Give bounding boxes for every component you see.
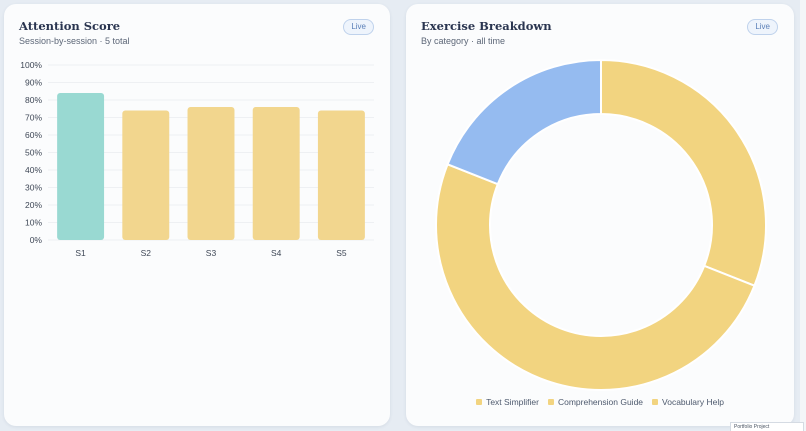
legend-swatch	[476, 399, 483, 405]
y-tick-label: 0%	[30, 235, 43, 245]
donut-legend: Text Simplifier Comprehension Guide Vocabu…	[406, 397, 794, 407]
live-badge: Live	[343, 19, 374, 35]
slice-vocabulary-help[interactable]	[446, 58, 602, 186]
attention-score-card: Attention Score Session-by-session · 5 t…	[4, 4, 390, 426]
legend-swatch	[547, 399, 554, 405]
x-tick-label: S2	[141, 248, 152, 258]
bar-s2[interactable]	[122, 110, 170, 241]
exercise-donut-chart	[435, 58, 767, 391]
legend-item[interactable]: Comprehension Guide	[547, 397, 644, 407]
y-tick-label: 90%	[25, 78, 42, 88]
exercise-breakdown-card: Exercise Breakdown By category · all tim…	[406, 4, 794, 426]
bar-s5[interactable]	[317, 110, 365, 241]
y-tick-label: 60%	[25, 130, 42, 140]
legend-label: Text Simplifier	[486, 397, 539, 407]
bar-s3[interactable]	[187, 107, 235, 240]
y-tick-label: 50%	[25, 148, 42, 158]
legend-item[interactable]: Text Simplifier	[476, 397, 539, 407]
card-subtitle: By category · all time	[421, 36, 506, 46]
x-tick-label: S1	[75, 248, 86, 258]
bar-s1[interactable]	[57, 93, 105, 240]
y-tick-label: 100%	[20, 60, 42, 70]
x-tick-label: S4	[271, 248, 282, 258]
legend-item[interactable]: Vocabulary Help	[652, 397, 724, 407]
legend-swatch	[652, 399, 659, 405]
legend-label: Vocabulary Help	[662, 397, 724, 407]
x-tick-label: S5	[336, 248, 347, 258]
y-tick-label: 70%	[25, 113, 42, 123]
y-tick-label: 20%	[25, 200, 42, 210]
slice-text-simplifier[interactable]	[600, 58, 767, 288]
thumbnail-preview[interactable]: Portfolio Project	[730, 422, 804, 431]
y-tick-label: 30%	[25, 183, 42, 193]
window-edge	[800, 0, 806, 431]
attention-bar-chart: 0% 10% 20% 30% 40% 50% 60% 70% 80% 90% 100% S1 S2 S3 S…	[20, 60, 374, 258]
legend-label: Comprehension Guide	[557, 397, 644, 407]
y-tick-label: 40%	[25, 165, 42, 175]
y-tick-label: 10%	[25, 218, 42, 228]
card-title: Exercise Breakdown	[421, 19, 552, 33]
x-tick-label: S3	[206, 248, 217, 258]
y-tick-label: 80%	[25, 95, 42, 105]
card-title: Attention Score	[19, 19, 121, 33]
bar-s4[interactable]	[252, 107, 300, 240]
live-badge: Live	[747, 19, 778, 35]
card-subtitle: Session-by-session · 5 total	[19, 36, 130, 46]
slice-comprehension-guide[interactable]	[435, 162, 756, 391]
